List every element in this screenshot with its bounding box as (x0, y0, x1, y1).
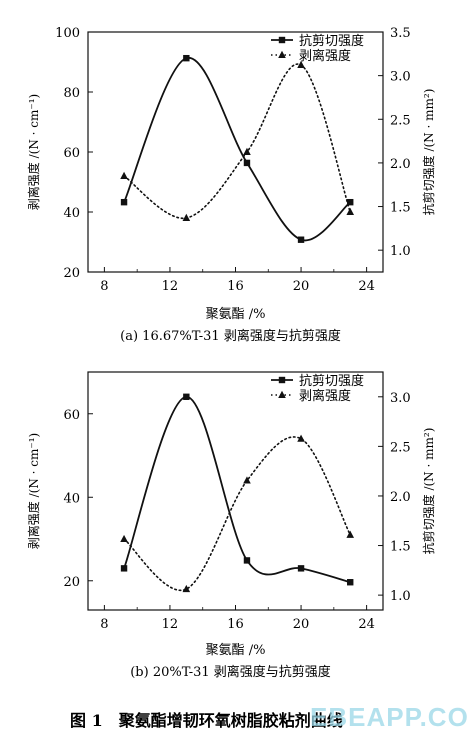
series-1 (120, 54, 354, 243)
chart-panel-1: 8 12 16 20 24 20 40 60 80 100 1.0 1.5 2.0 2.5 3.0 3.5 剥离… (26, 26, 436, 344)
y-right-tick-label: 2.0 (390, 490, 411, 505)
data-point (297, 60, 305, 68)
data-point (346, 207, 355, 215)
y-right-tick-label: 3.0 (390, 391, 411, 406)
x-tick-label: 12 (162, 279, 179, 294)
data-point (120, 534, 128, 543)
y-right-tick-label: 1.5 (390, 540, 411, 555)
legend-label: 抗剪切强度 (299, 33, 364, 49)
y-left-tick-label: 20 (63, 266, 80, 281)
legend-label: 抗剪切强度 (299, 373, 364, 389)
y-left-tick-label: 40 (63, 491, 80, 506)
y-left-tick-label: 20 (63, 575, 80, 590)
legend-marker (278, 50, 286, 58)
x-tick-label: 16 (227, 617, 244, 632)
y-left-tick-label: 60 (63, 408, 80, 423)
data-point (182, 213, 191, 221)
series-line (123, 395, 352, 584)
y-right-tick-label: 1.5 (390, 201, 411, 216)
legend-label: 剥离强度 (299, 388, 351, 404)
legend-entry: 剥离强度 (271, 48, 351, 64)
data-point (297, 434, 305, 442)
series-line (123, 57, 352, 242)
y-right-axis-label: 抗剪切强度 /(N · mm²) (421, 89, 436, 216)
data-point (120, 171, 128, 179)
data-point (297, 565, 305, 572)
x-axis-label: 聚氨酯 /% (206, 307, 266, 322)
series-2 (120, 434, 355, 593)
data-point (297, 236, 305, 243)
x-tick-label: 24 (358, 279, 375, 294)
data-point (347, 198, 354, 206)
y-right-tick-label: 3.5 (390, 26, 411, 41)
panel-caption: (b) 20%T-31 剥离强度与抗剪强度 (130, 664, 331, 680)
plot-frame (87, 371, 384, 611)
series-2 (120, 60, 355, 221)
y-right-tick-label: 3.0 (390, 70, 411, 85)
legend-label: 剥离强度 (299, 48, 351, 64)
y-left-tick-label: 40 (63, 206, 80, 221)
series-line (123, 436, 351, 592)
x-axis-label: 聚氨酯 /% (206, 643, 266, 658)
x-tick-label: 24 (358, 617, 375, 632)
data-point (346, 530, 355, 538)
y-right-tick-label: 2.5 (390, 113, 411, 128)
x-tick-label: 8 (100, 617, 108, 632)
legend-entry: 抗剪切强度 (271, 373, 364, 389)
data-point (243, 159, 251, 167)
y-right-tick-label: 1.0 (390, 244, 411, 259)
data-point (243, 557, 251, 564)
x-tick-label: 16 (227, 279, 244, 294)
series-1 (120, 393, 354, 586)
panel-caption: (a) 16.67%T-31 剥离强度与抗剪强度 (120, 328, 341, 344)
plot-frame (87, 31, 384, 273)
y-right-tick-label: 1.0 (390, 589, 411, 604)
x-tick-label: 20 (293, 279, 310, 294)
y-right-tick-label: 2.5 (390, 440, 411, 455)
y-right-tick-label: 2.0 (390, 157, 411, 172)
data-point (120, 565, 128, 572)
series-line (123, 63, 351, 219)
legend-entry: 抗剪切强度 (271, 33, 364, 49)
x-tick-label: 20 (293, 617, 310, 632)
data-point (243, 147, 251, 155)
data-point (183, 393, 190, 400)
x-tick-label: 8 (100, 279, 108, 294)
y-left-tick-label: 80 (63, 86, 80, 101)
x-tick-label: 12 (162, 617, 179, 632)
data-point (120, 198, 128, 206)
legend-marker (278, 36, 286, 44)
legend-entry: 剥离强度 (271, 388, 351, 404)
y-left-tick-label: 60 (63, 146, 80, 161)
legend-marker (278, 376, 286, 384)
data-point (182, 584, 191, 593)
y-left-tick-label: 100 (55, 26, 80, 41)
watermark: EBEAPP.COM (310, 702, 469, 732)
legend-marker (278, 390, 286, 398)
data-point (183, 54, 190, 62)
y-right-axis-label: 抗剪切强度 /(N · mm²) (421, 428, 436, 555)
figure-caption: 图 1 聚氨酯增韧环氧树脂胶粘剂曲线 (70, 711, 343, 730)
data-point (347, 579, 354, 586)
y-left-axis-label: 剥离强度 /(N · cm⁻¹) (26, 94, 41, 210)
chart-panel-2: 8 12 16 20 24 20 40 60 1.0 1.5 2.0 2.5 3.0 剥离强度 /(N ·… (26, 371, 436, 680)
y-left-axis-label: 剥离强度 /(N · cm⁻¹) (26, 433, 41, 549)
data-point (243, 476, 251, 484)
